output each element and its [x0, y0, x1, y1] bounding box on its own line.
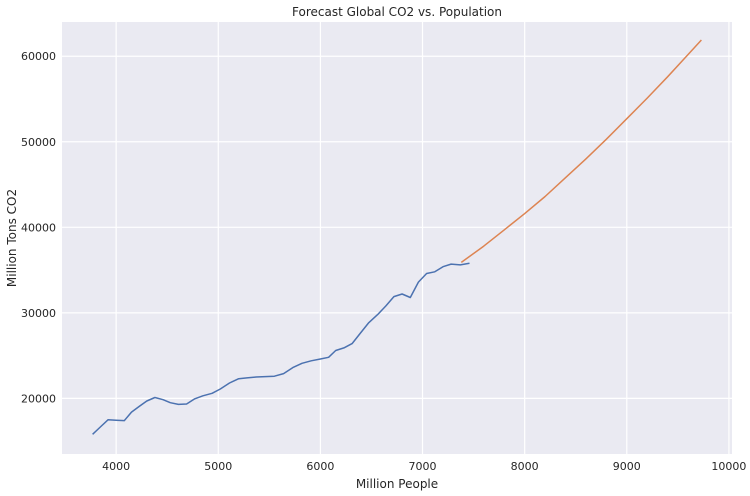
x-tick-label: 4000	[102, 460, 130, 473]
y-tick-label: 30000	[21, 307, 56, 320]
x-tick-label: 5000	[204, 460, 232, 473]
grid	[62, 22, 732, 454]
series-lines	[92, 39, 702, 435]
y-tick-label: 50000	[21, 136, 56, 149]
forecast-series-line	[460, 39, 702, 264]
x-tick-labels: 4000 5000 6000 7000 8000 9000 10000	[102, 460, 746, 473]
x-tick-label: 8000	[511, 460, 539, 473]
x-tick-label: 7000	[409, 460, 437, 473]
x-axis-label: Million People	[356, 477, 438, 491]
y-axis-label: Million Tons CO2	[5, 189, 19, 287]
plot-background	[62, 22, 732, 454]
y-tick-label: 40000	[21, 221, 56, 234]
x-tick-label: 6000	[306, 460, 334, 473]
y-tick-label: 60000	[21, 50, 56, 63]
historical-series-line	[92, 262, 470, 435]
y-tick-labels: 20000 30000 40000 50000 60000	[21, 50, 56, 405]
x-tick-label: 10000	[711, 460, 746, 473]
x-tick-label: 9000	[613, 460, 641, 473]
chart-title: Forecast Global CO2 vs. Population	[292, 5, 502, 19]
y-tick-label: 20000	[21, 392, 56, 405]
